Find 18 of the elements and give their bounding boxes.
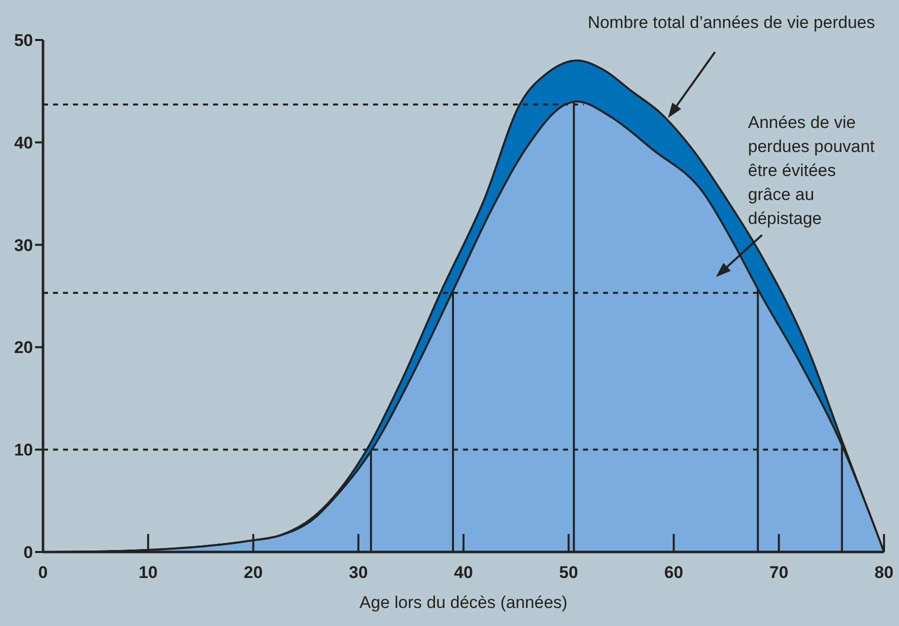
annotation: Années de vie perdues pouvant être évitées grâce au dépistage	[748, 113, 875, 228]
x-tick-label: 10	[138, 563, 158, 582]
y-tick-label: 0	[24, 542, 33, 562]
x-tick-label: 0	[38, 563, 48, 582]
x-axis-title: Age lors du décès (années)	[360, 593, 568, 612]
x-tick-label: 80	[874, 563, 894, 582]
x-tick-label: 50	[559, 563, 578, 582]
x-tick-label: 30	[348, 563, 368, 582]
y-tick-label: 10	[14, 440, 33, 460]
text: Nombre total d’années de vie perdues	[588, 13, 875, 32]
y-tick-label: 50	[14, 30, 33, 50]
y-tick-label: 30	[14, 236, 33, 255]
x-tick-label: 20	[244, 563, 263, 582]
x-tick-label: 40	[454, 563, 473, 582]
y-tick-label: 20	[14, 338, 33, 358]
x-tick-label: 70	[769, 563, 788, 582]
y-tick-label: 40	[14, 133, 33, 152]
x-tick-label: 60	[664, 563, 684, 582]
